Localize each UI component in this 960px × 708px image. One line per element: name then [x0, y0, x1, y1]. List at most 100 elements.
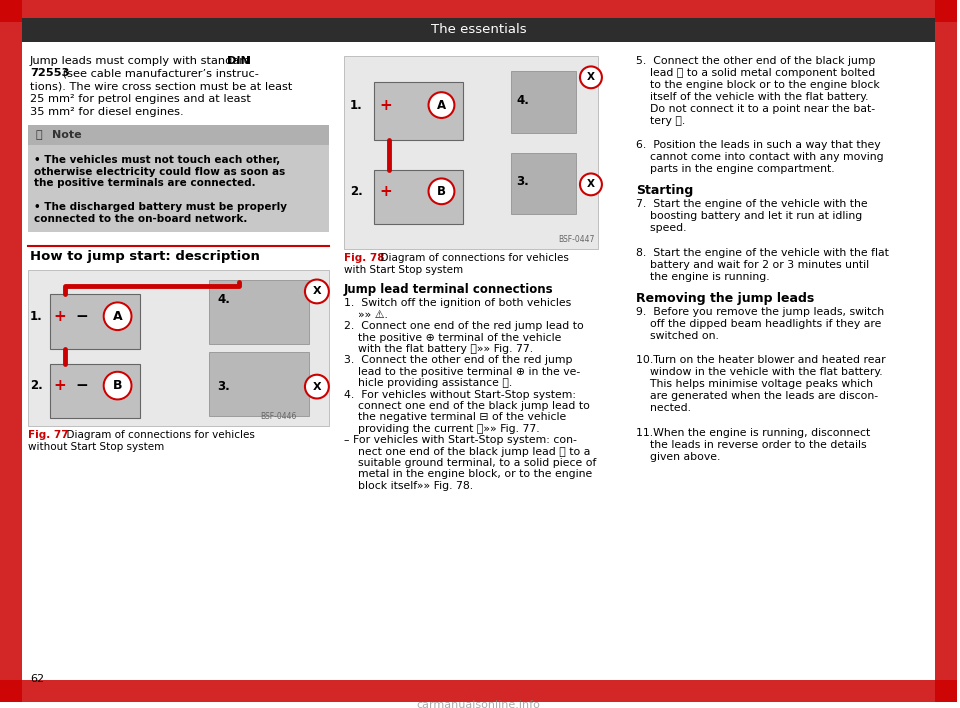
Text: B: B [437, 185, 446, 198]
Text: 2.  Connect one end of the red jump lead to: 2. Connect one end of the red jump lead … [344, 321, 584, 331]
Text: Jump lead terminal connections: Jump lead terminal connections [344, 282, 553, 295]
FancyBboxPatch shape [935, 0, 957, 702]
FancyBboxPatch shape [50, 364, 139, 418]
Text: hicle providing assistance Ⓑ.: hicle providing assistance Ⓑ. [344, 378, 512, 388]
Text: without Start Stop system: without Start Stop system [28, 442, 164, 452]
Text: window in the vehicle with the flat battery.: window in the vehicle with the flat batt… [636, 367, 882, 377]
Circle shape [580, 67, 602, 88]
Text: switched on.: switched on. [636, 331, 719, 341]
Text: the positive terminals are connected.: the positive terminals are connected. [34, 178, 255, 188]
FancyBboxPatch shape [373, 169, 464, 224]
Text: nect one end of the black jump lead Ⓧ to a: nect one end of the black jump lead Ⓧ to… [344, 447, 590, 457]
Text: speed.: speed. [636, 224, 686, 234]
Text: 3.: 3. [516, 175, 529, 188]
Text: 8.  Start the engine of the vehicle with the flat: 8. Start the engine of the vehicle with … [636, 248, 889, 258]
Text: providing the current Ⓑ»» Fig. 77.: providing the current Ⓑ»» Fig. 77. [344, 424, 540, 434]
Text: +: + [379, 98, 392, 113]
Text: 5.  Connect the other end of the black jump: 5. Connect the other end of the black ju… [636, 55, 876, 66]
Text: Fig. 77: Fig. 77 [28, 430, 68, 440]
FancyBboxPatch shape [373, 82, 464, 139]
FancyBboxPatch shape [512, 153, 576, 214]
Circle shape [104, 302, 132, 330]
Text: • The discharged battery must be properly: • The discharged battery must be properl… [34, 202, 287, 212]
Text: BSF-0447: BSF-0447 [559, 235, 595, 244]
Circle shape [305, 280, 329, 303]
Text: Do not connect it to a point near the bat-: Do not connect it to a point near the ba… [636, 104, 875, 114]
Text: lead Ⓧ to a solid metal component bolted: lead Ⓧ to a solid metal component bolted [636, 67, 876, 78]
Text: 25 mm² for petrol engines and at least: 25 mm² for petrol engines and at least [30, 94, 251, 104]
Text: 62: 62 [30, 674, 44, 684]
Text: Removing the jump leads: Removing the jump leads [636, 292, 814, 305]
Text: carmanualsonline.info: carmanualsonline.info [417, 700, 540, 708]
FancyBboxPatch shape [28, 270, 329, 426]
Text: Diagram of connections for vehicles: Diagram of connections for vehicles [373, 253, 568, 263]
FancyBboxPatch shape [0, 0, 22, 702]
Text: X: X [313, 382, 322, 392]
Text: connect one end of the black jump lead to: connect one end of the black jump lead t… [344, 401, 589, 411]
Text: tions). The wire cross section must be at least: tions). The wire cross section must be a… [30, 81, 292, 91]
Text: cannot come into contact with any moving: cannot come into contact with any moving [636, 152, 883, 162]
Text: off the dipped beam headlights if they are: off the dipped beam headlights if they a… [636, 319, 881, 329]
Text: to the engine block or to the engine block: to the engine block or to the engine blo… [636, 80, 879, 90]
Text: block itself»» Fig. 78.: block itself»» Fig. 78. [344, 481, 473, 491]
Text: boosting battery and let it run at idling: boosting battery and let it run at idlin… [636, 212, 862, 222]
Text: This helps minimise voltage peaks which: This helps minimise voltage peaks which [636, 379, 873, 389]
Text: • The vehicles must not touch each other,: • The vehicles must not touch each other… [34, 154, 280, 165]
Text: the engine is running.: the engine is running. [636, 272, 769, 282]
Text: 35 mm² for diesel engines.: 35 mm² for diesel engines. [30, 107, 183, 117]
FancyBboxPatch shape [935, 0, 957, 702]
Text: +: + [379, 184, 392, 199]
Text: itself of the vehicle with the flat battery.: itself of the vehicle with the flat batt… [636, 92, 868, 102]
FancyBboxPatch shape [50, 295, 139, 349]
FancyBboxPatch shape [0, 680, 957, 702]
Text: with the flat battery Ⓐ»» Fig. 77.: with the flat battery Ⓐ»» Fig. 77. [344, 344, 533, 354]
FancyBboxPatch shape [22, 18, 935, 42]
Text: given above.: given above. [636, 452, 720, 462]
Text: lead to the positive terminal ⊕ in the ve-: lead to the positive terminal ⊕ in the v… [344, 367, 580, 377]
Text: 1.: 1. [349, 98, 363, 112]
Text: 4.: 4. [516, 93, 529, 107]
Text: – For vehicles with Start-Stop system: con-: – For vehicles with Start-Stop system: c… [344, 435, 577, 445]
Circle shape [428, 92, 454, 118]
Text: nected.: nected. [636, 404, 691, 413]
Text: Note: Note [52, 130, 82, 139]
Text: DIN: DIN [228, 55, 251, 66]
Text: 6.  Position the leads in such a way that they: 6. Position the leads in such a way that… [636, 140, 880, 150]
Text: 4.: 4. [217, 293, 230, 306]
Text: with Start Stop system: with Start Stop system [344, 265, 463, 275]
Text: 10.Turn on the heater blower and heated rear: 10.Turn on the heater blower and heated … [636, 355, 885, 365]
Text: How to jump start: description: How to jump start: description [30, 250, 260, 263]
Text: connected to the on-board network.: connected to the on-board network. [34, 214, 248, 224]
Text: 3.  Connect the other end of the red jump: 3. Connect the other end of the red jump [344, 355, 572, 365]
FancyBboxPatch shape [28, 125, 329, 232]
Text: 1.  Switch off the ignition of both vehicles: 1. Switch off the ignition of both vehic… [344, 298, 571, 309]
Text: The essentials: The essentials [430, 23, 526, 36]
Circle shape [580, 173, 602, 195]
Text: 3.: 3. [217, 380, 230, 393]
Text: −: − [75, 378, 88, 393]
Text: BSF-0446: BSF-0446 [260, 412, 297, 421]
Circle shape [305, 375, 329, 399]
FancyBboxPatch shape [0, 680, 957, 702]
Text: A: A [112, 309, 123, 323]
Text: 2.: 2. [349, 185, 363, 198]
FancyBboxPatch shape [512, 72, 576, 133]
Text: X: X [587, 179, 595, 189]
FancyBboxPatch shape [0, 0, 957, 22]
Text: X: X [587, 72, 595, 82]
Text: 9.  Before you remove the jump leads, switch: 9. Before you remove the jump leads, swi… [636, 307, 884, 316]
Text: Jump leads must comply with standard: Jump leads must comply with standard [30, 55, 255, 66]
Circle shape [104, 372, 132, 399]
Text: +: + [54, 378, 66, 393]
Text: −: − [75, 309, 88, 324]
Text: suitable ground terminal, to a solid piece of: suitable ground terminal, to a solid pie… [344, 458, 596, 468]
Text: battery and wait for 2 or 3 minutes until: battery and wait for 2 or 3 minutes unti… [636, 260, 869, 270]
Text: 72553: 72553 [30, 69, 69, 79]
Text: 1.: 1. [30, 309, 42, 323]
Text: otherwise electricity could flow as soon as: otherwise electricity could flow as soon… [34, 166, 285, 176]
FancyBboxPatch shape [0, 0, 957, 22]
FancyBboxPatch shape [0, 0, 22, 702]
Text: 4.  For vehicles without Start-Stop system:: 4. For vehicles without Start-Stop syste… [344, 389, 576, 399]
Text: A: A [437, 98, 446, 112]
Text: »» ⚠.: »» ⚠. [344, 310, 388, 320]
